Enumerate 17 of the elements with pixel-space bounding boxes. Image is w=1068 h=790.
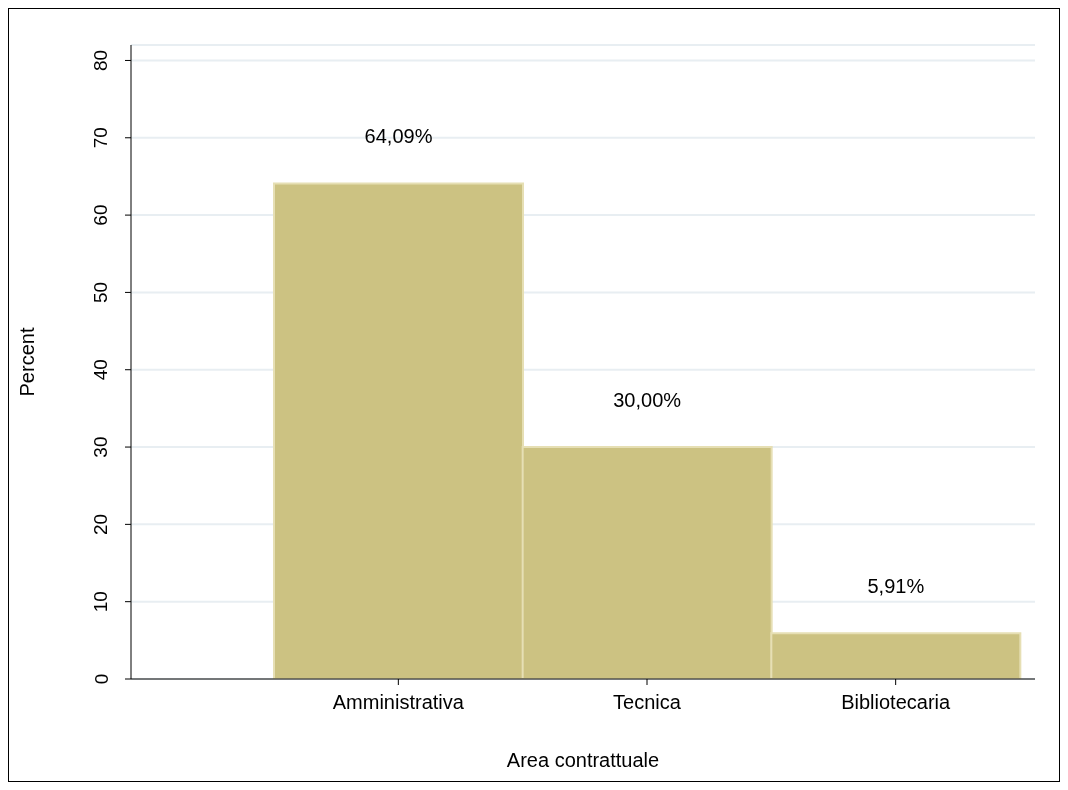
y-tick-label: 10 [90,591,112,613]
y-tick-label: 80 [90,49,112,72]
y-tick-label: 20 [90,513,112,535]
x-tick-label: Bibliotecaria [841,691,952,714]
y-tick-label: 70 [90,127,112,149]
y-tick-label: 60 [90,204,112,226]
x-tick-label: Tecnica [613,691,682,714]
data-label: 5,91% [867,575,925,598]
data-label: 64,09% [364,125,433,148]
y-tick-label: 40 [90,359,112,381]
x-tick-label: Amministrativa [332,691,465,714]
y-axis-title: Percent [16,327,39,397]
y-tick-label: 0 [90,673,112,685]
x-axis-title: Area contrattuale [506,749,660,771]
data-label: 30,00% [613,389,682,412]
y-tick-label: 30 [90,436,112,458]
y-tick-label: 50 [90,281,112,303]
